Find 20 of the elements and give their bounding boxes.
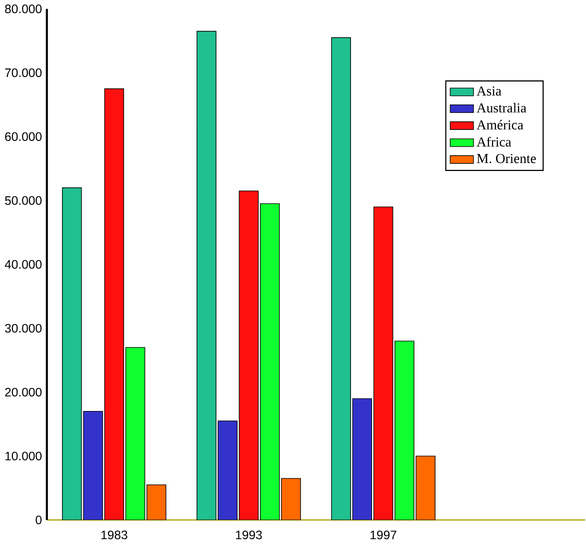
bar bbox=[352, 398, 372, 520]
y-tick-label: 10.000 bbox=[5, 452, 42, 460]
x-tick-label: 1993 bbox=[236, 530, 262, 540]
x-tick-label: 1997 bbox=[370, 530, 396, 540]
y-tick-label: 40.000 bbox=[4, 260, 42, 269]
bar bbox=[218, 420, 238, 520]
y-tick-label: 0 bbox=[36, 516, 42, 524]
legend-label: M. Oriente bbox=[476, 154, 536, 164]
y-tick-label: 70.000 bbox=[5, 68, 42, 78]
x-tick-label: 1983 bbox=[101, 530, 128, 540]
y-tick-label: 30.000 bbox=[5, 324, 42, 333]
legend-label: Australia bbox=[476, 103, 526, 113]
y-tick-label: 50.000 bbox=[5, 196, 42, 205]
y-tick-label: 20.000 bbox=[5, 388, 42, 397]
legend-label: América bbox=[476, 120, 524, 130]
bar bbox=[83, 411, 103, 520]
y-tick-label: 80.000 bbox=[5, 4, 42, 14]
y-tick-label: 60.000 bbox=[5, 132, 42, 142]
legend-label: Africa bbox=[476, 136, 512, 147]
legend-label: Asia bbox=[476, 86, 502, 96]
